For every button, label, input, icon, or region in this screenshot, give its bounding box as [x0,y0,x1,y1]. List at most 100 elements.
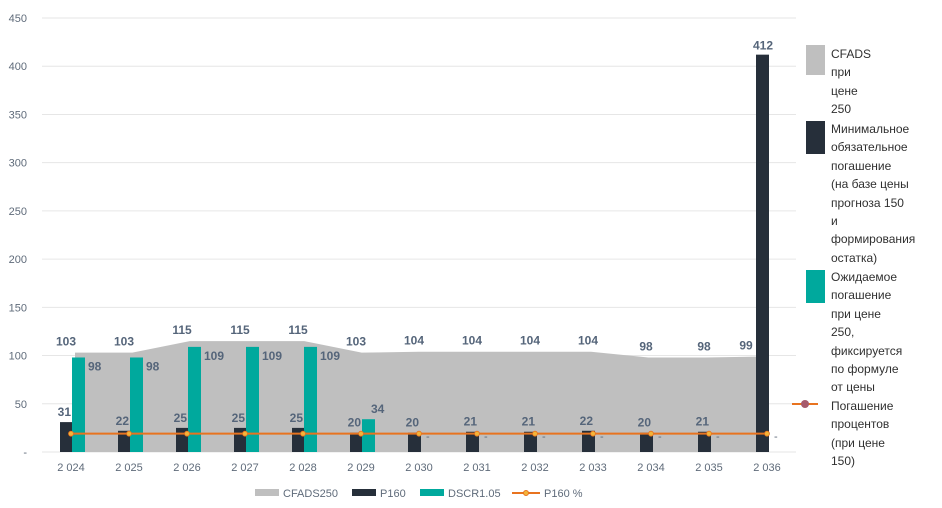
cfads-data-label: 103 [346,335,366,349]
legend-label: DSCR1.05 [448,488,501,500]
y-tick-label: - [23,447,27,459]
x-tick-label: 2 031 [463,462,491,474]
legend-swatch [255,489,279,496]
dscr-data-label: - [426,431,430,443]
cfads-swatch [806,45,825,75]
cfads-data-label: 103 [114,335,134,349]
dscr-bar [362,419,375,452]
legend-label: P160 % [544,488,583,500]
dscr-bar [304,346,317,452]
dscr-bar [188,346,201,452]
interest-line-icon [792,400,818,408]
dscr-data-label: 109 [262,349,282,363]
p160-data-label: 20 [638,416,652,430]
cfads-data-label: 115 [230,323,250,337]
p160-bar [408,432,421,452]
p160-data-label: 21 [522,415,536,429]
x-tick-label: 2 033 [579,462,607,474]
dscr-swatch [806,270,825,303]
x-tick-label: 2 028 [289,462,317,474]
p160pct-point [416,430,422,437]
p160pct-point [532,430,538,437]
p160pct-point [300,430,306,437]
dscr-bar [72,357,85,452]
p160-bar [524,431,537,452]
p160pct-point [474,430,480,437]
y-tick-label: 100 [9,351,27,363]
p160-data-label: 412 [753,39,773,53]
p160pct-point [764,430,770,437]
cfads-data-label: 115 [288,323,308,337]
y-tick-label: 400 [9,61,27,73]
y-tick-label: 300 [9,158,27,170]
dscr-data-label: 98 [88,359,102,373]
cfads-data-label: 104 [404,334,424,348]
legend-swatch [352,489,376,496]
dscr-data-label: - [658,431,662,443]
p160-data-label: 25 [290,411,304,425]
dscr-data-label: - [542,431,546,443]
cfads-data-label: 98 [639,339,653,353]
p160-bar [756,54,769,452]
side-legend-text-interest: Погашение процентов (при цене 150) [831,399,894,469]
y-tick-label: 350 [9,109,27,121]
p160-data-label: 22 [580,414,594,428]
dscr-bar [130,357,143,452]
p160-data-label: 20 [406,416,420,430]
legend-label: P160 [380,488,406,500]
x-tick-label: 2 034 [637,462,665,474]
dscr-data-label: - [484,431,488,443]
cfads-data-label: 104 [462,334,482,348]
cfads-data-label: 115 [172,323,192,337]
p160pct-point [358,430,364,437]
x-tick-label: 2 024 [57,462,85,474]
dscr-data-label: - [600,431,604,443]
p160pct-point [590,430,596,437]
p160-data-label: 25 [232,411,246,425]
p160-bar [466,431,479,452]
cfads-data-label: 99 [739,339,753,353]
p160-data-label: 21 [696,415,710,429]
p160pct-point [706,430,712,437]
y-tick-label: 50 [15,399,27,411]
y-tick-label: 250 [9,206,27,218]
x-tick-label: 2 036 [753,462,781,474]
p160pct-point [648,430,654,437]
legend-label: CFADS250 [283,488,338,500]
cfads-data-label: 98 [697,339,711,353]
dscr-bar [246,346,259,452]
p160-bar [698,431,711,452]
side-legend-text-cfads: CFADS при цене 250 [831,47,872,117]
dscr-data-label: - [716,431,720,443]
p160-bar [350,432,363,452]
x-tick-label: 2 035 [695,462,723,474]
legend-swatch [420,489,444,496]
p160-data-label: 20 [348,416,362,430]
p160pct-point [126,430,132,437]
side-legend-text-p160: Минимальное обязательное погашение (на б… [831,122,916,265]
p160-data-label: 22 [116,414,130,428]
p160-bar [60,422,73,452]
x-tick-label: 2 027 [231,462,259,474]
x-tick-label: 2 029 [347,462,375,474]
dscr-data-label: 109 [204,349,224,363]
p160-data-label: 25 [174,411,188,425]
dscr-data-label: 34 [371,402,385,416]
dscr-data-label: 98 [146,359,160,373]
cfads-data-label: 104 [520,334,540,348]
p160-data-label: 21 [464,415,478,429]
dscr-data-label: - [774,431,778,443]
x-tick-label: 2 030 [405,462,433,474]
p160pct-point [68,430,74,437]
p160-swatch [806,121,825,154]
y-tick-label: 450 [9,13,27,25]
cfads-data-label: 104 [578,334,598,348]
legend-line-marker [523,490,529,496]
x-tick-label: 2 026 [173,462,201,474]
side-legend-text-dscr: Ожидаемое погашение при цене 250, фиксир… [831,270,903,395]
y-tick-label: 200 [9,254,27,266]
p160-bar [640,432,653,452]
cfads-data-label: 103 [56,335,76,349]
p160pct-point [242,430,248,437]
